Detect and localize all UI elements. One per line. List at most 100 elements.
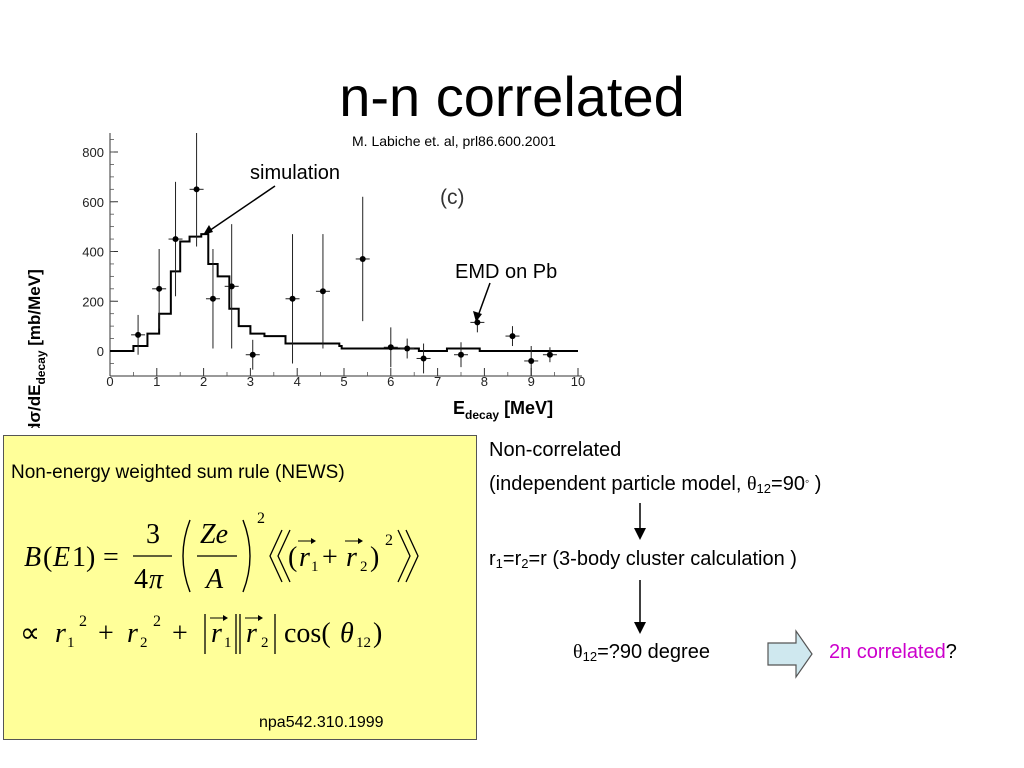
data-point (359, 255, 366, 262)
simulation-arrowhead (203, 225, 213, 235)
svg-text:π: π (149, 564, 164, 595)
svg-text:A: A (204, 564, 224, 595)
news-reference: npa542.310.1999 (259, 714, 384, 731)
slide-title: n-n correlated (339, 65, 685, 128)
data-point (458, 351, 464, 358)
simulation-label: simulation (250, 162, 340, 184)
data-point (509, 333, 516, 340)
svg-text:2: 2 (153, 613, 161, 630)
x-tick-label: 5 (340, 374, 347, 389)
emd-arrowhead (473, 311, 482, 322)
x-tick-label: 7 (434, 374, 441, 389)
non-correlated-text: Non-correlated (independent particle mod… (489, 435, 821, 500)
data-point (249, 351, 256, 358)
data-point (156, 285, 163, 292)
emd-pointer-arrow (477, 282, 491, 317)
svg-text:2: 2 (360, 559, 368, 575)
x-tick-label: 10 (571, 374, 585, 389)
x-tick-label: 2 (200, 374, 207, 389)
data-point (172, 236, 179, 243)
x-tick-label: 3 (247, 374, 254, 389)
x-tick-label: 9 (528, 374, 535, 389)
y-tick-label: 400 (82, 245, 104, 260)
data-point (289, 295, 296, 302)
data-points (131, 133, 557, 376)
svg-text:cos(: cos( (284, 618, 331, 649)
data-point (209, 295, 216, 302)
data-point (135, 331, 142, 338)
svg-text:r: r (55, 618, 66, 649)
data-point (528, 357, 535, 364)
y-tick-label: 200 (82, 294, 104, 309)
svg-text:2: 2 (385, 532, 393, 549)
simulation-pointer-arrow (205, 185, 276, 234)
x-tick-label: 4 (294, 374, 301, 389)
y-axis-label: dσ/dEdecay [mb/MeV] (25, 269, 48, 428)
svg-text:r: r (346, 542, 357, 573)
y-tick-label: 800 (82, 145, 104, 160)
svg-text:1: 1 (224, 635, 232, 651)
x-tick-label: 0 (106, 374, 113, 389)
svg-text:B: B (24, 542, 41, 573)
panel-label: (c) (440, 186, 465, 209)
y-tick-label: 0 (97, 344, 104, 359)
svg-text:): ) (373, 618, 382, 649)
svg-text:4: 4 (134, 564, 148, 595)
independent-particle-model-line: (independent particle model, θ12=90◦ ) (489, 473, 822, 496)
svg-text:): ) (370, 542, 379, 573)
conclusion-text: 2n correlated? (829, 641, 957, 663)
data-point (319, 288, 326, 295)
down-arrowhead-1 (634, 528, 646, 540)
svg-text:r: r (246, 618, 257, 649)
y-tick-label: 600 (82, 195, 104, 210)
svg-text:12: 12 (356, 635, 371, 651)
svg-text:+: + (98, 618, 114, 649)
svg-text:r: r (127, 618, 138, 649)
svg-text:∝: ∝ (20, 618, 40, 649)
right-block-arrow (767, 629, 813, 679)
svg-text:+: + (322, 542, 338, 573)
svg-text:θ: θ (340, 618, 354, 649)
theta-degree-text: θ12=?90 degree (573, 641, 710, 664)
data-point (228, 283, 235, 290)
data-point (193, 186, 200, 193)
non-correlated-heading: Non-correlated (489, 439, 622, 461)
svg-text:1: 1 (311, 559, 319, 575)
x-axis-label: Edecay [MeV] (453, 398, 553, 422)
svg-text:3: 3 (146, 519, 160, 550)
svg-text:Ze: Ze (200, 519, 228, 550)
svg-text:(: ( (43, 542, 52, 573)
correlated-highlight: 2n correlated (829, 641, 946, 663)
news-box (3, 435, 477, 740)
r-equality-text: r1=r2=r (3-body cluster calculation ) (489, 548, 797, 571)
down-arrowhead-2 (634, 622, 646, 634)
svg-text:=: = (103, 542, 119, 573)
correlation-plot: 0 200 400 600 800 0 1 2 3 4 5 6 7 8 9 10 dσ/dEdecay [mb… (25, 133, 585, 428)
svg-text:2: 2 (140, 635, 148, 651)
svg-text:2: 2 (261, 635, 269, 651)
svg-text:r: r (299, 542, 310, 573)
data-point (546, 351, 553, 358)
emd-label: EMD on Pb (455, 261, 557, 283)
svg-text:1: 1 (67, 635, 75, 651)
simulation-histogram (110, 233, 578, 352)
simulation-step-line (110, 233, 578, 352)
data-point (387, 344, 394, 351)
svg-text:+: + (172, 618, 188, 649)
x-tick-label: 6 (387, 374, 394, 389)
svg-text:r: r (211, 618, 222, 649)
plot-axes: 0 200 400 600 800 0 1 2 3 4 5 6 7 8 9 10 (82, 133, 585, 389)
x-tick-label: 1 (153, 374, 160, 389)
citation: M. Labiche et. al, prl86.600.2001 (352, 133, 556, 149)
svg-text:2: 2 (79, 613, 87, 630)
svg-text:(: ( (288, 542, 297, 573)
data-point (404, 345, 411, 352)
x-tick-label: 8 (481, 374, 488, 389)
news-title: Non-energy weighted sum rule (NEWS) (11, 462, 345, 483)
svg-text:E: E (52, 542, 70, 573)
svg-text:2: 2 (257, 510, 265, 527)
svg-text:1): 1) (72, 542, 95, 573)
data-point (420, 355, 427, 362)
